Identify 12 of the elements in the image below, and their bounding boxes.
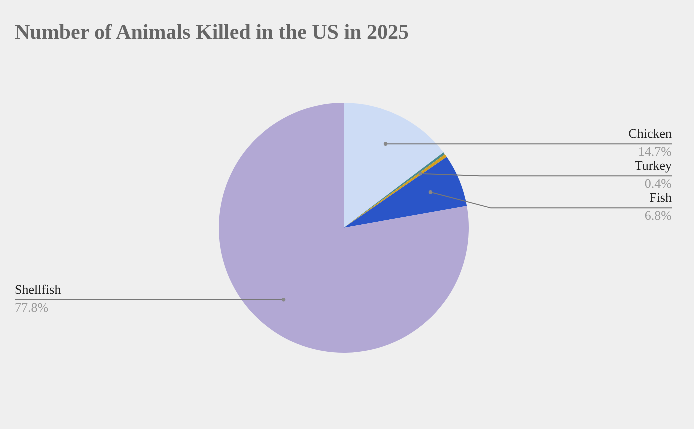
data-label: 6.8% [644,208,672,224]
pie-slice [344,103,444,228]
slice-label: Shellfish [15,282,62,297]
data-label: 0.4% [644,176,672,192]
chart-title: Number of Animals Killed in the US in 2025 [15,20,409,44]
slice-label: Turkey [634,158,672,174]
pie-slice [344,157,468,228]
slice-label: Fish [650,190,672,206]
data-label: 14.7% [638,144,672,160]
pie-slice [219,103,469,353]
data-label: 77.8% [15,300,49,315]
slice-label: Chicken [628,126,672,142]
